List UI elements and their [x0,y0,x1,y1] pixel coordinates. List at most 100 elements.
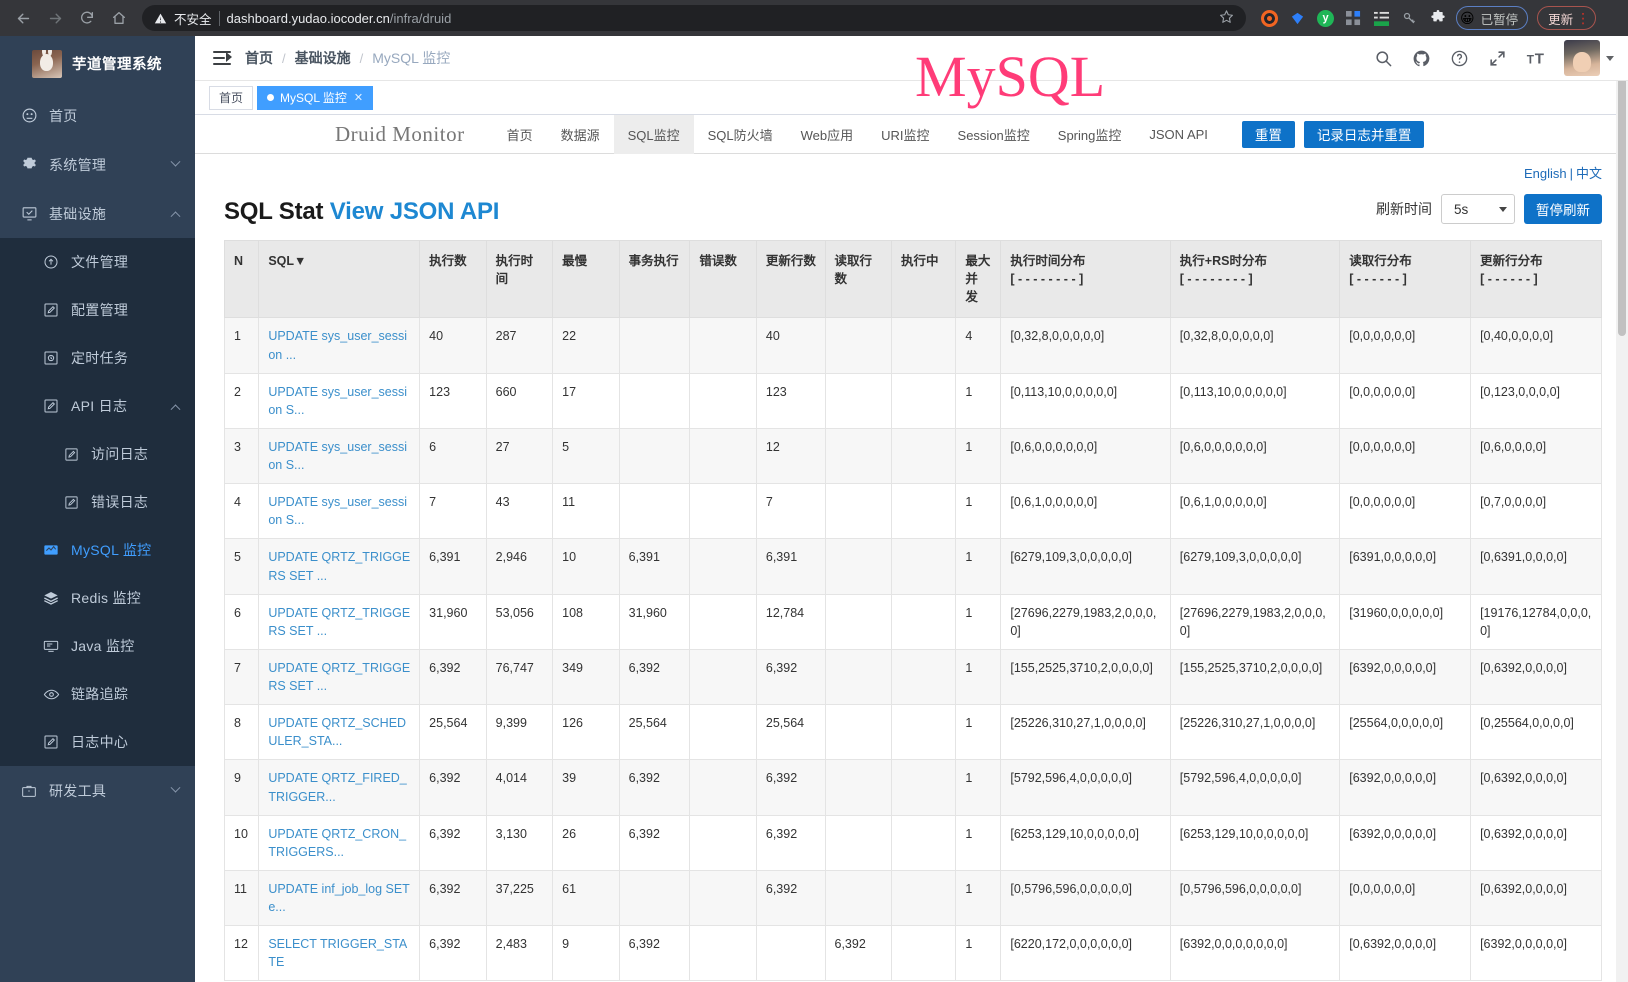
druid-nav-web-app[interactable]: Web应用 [800,127,854,143]
reload-icon[interactable] [72,3,102,33]
lang-chinese-link[interactable]: 中文 [1575,166,1602,181]
brand[interactable]: 芋道管理系统 [0,36,195,91]
key-extension-icon[interactable] [1400,9,1419,28]
sidebar-item-label: 配置管理 [71,302,129,318]
tab-mysql-monitor[interactable]: MySQL 监控 ✕ [257,85,374,110]
bookmark-star-icon[interactable] [1219,9,1234,28]
sidebar-item-config-manage[interactable]: 配置管理 [0,286,195,334]
pause-refresh-button[interactable]: 暂停刷新 [1524,194,1602,224]
back-arrow-icon[interactable] [8,3,38,33]
sidebar-item-devtools[interactable]: 研发工具 [0,766,195,815]
cell-tx-exec [618,372,691,429]
page-scrollbar[interactable] [1616,36,1628,982]
sidebar-item-file-manage[interactable]: 文件管理 [0,238,195,286]
sql-link[interactable]: UPDATE QRTZ_SCHEDULER_STA... [268,716,407,749]
grid-extension-icon[interactable] [1344,9,1363,28]
hamburger-collapse-icon[interactable] [213,51,232,65]
kebab-menu-icon[interactable]: ⋮ [1576,10,1591,26]
chevron-down-icon[interactable] [1606,55,1614,61]
help-circle-icon[interactable] [1450,49,1469,68]
th-read-rows[interactable]: 读取行数 [824,239,892,319]
breadcrumb-item-infra[interactable]: 基础设施 [294,50,351,66]
th-max-concurrent[interactable]: 最大并发 [955,239,1002,319]
sql-link[interactable]: UPDATE QRTZ_TRIGGERS SET ... [268,660,411,693]
sql-link[interactable]: UPDATE QRTZ_TRIGGERS SET ... [268,550,411,583]
sidebar-item-redis-monitor[interactable]: Redis 监控 [0,574,195,622]
th-sql[interactable]: SQL▼ [258,239,421,319]
cell-update-dist: [19176,12784,0,0,0,0] [1470,593,1602,650]
th-update-rows[interactable]: 更新行数 [755,239,826,319]
cell-exec-time: 9,399 [485,704,554,761]
sql-link[interactable]: UPDATE sys_user_session S... [268,495,408,528]
puzzle-extension-icon[interactable] [1428,9,1447,28]
avatar[interactable] [1564,40,1614,76]
lang-english-link[interactable]: English [1523,166,1567,181]
th-slowest[interactable]: 最慢 [552,239,620,319]
sql-link[interactable]: UPDATE inf_job_log SET e... [268,881,410,914]
view-json-api-link[interactable]: View JSON API [329,198,500,225]
druid-nav-uri-monitor[interactable]: URI监控 [881,127,930,143]
th-n[interactable]: N [223,239,260,319]
sql-link[interactable]: UPDATE QRTZ_CRON_TRIGGERS... [268,826,407,859]
fullscreen-icon[interactable] [1488,49,1507,68]
refresh-interval-select[interactable]: 5s [1441,194,1515,224]
sidebar-item-trace[interactable]: 链路追踪 [0,670,195,718]
sidebar-item-mysql-monitor[interactable]: MySQL 监控 [0,526,195,574]
profile-paused-pill[interactable]: 😀 已暂停 [1456,6,1529,30]
youdao-extension-icon[interactable]: y [1316,9,1335,28]
druid-nav-sql-monitor[interactable]: SQL监控 [613,115,694,154]
breadcrumb-item-home[interactable]: 首页 [245,50,273,66]
forward-arrow-icon[interactable] [40,3,70,33]
sidebar-item-infra[interactable]: 基础设施 [0,189,195,238]
sidebar-item-system[interactable]: 系统管理 [0,140,195,189]
druid-nav-sql-firewall[interactable]: SQL防火墙 [707,127,773,143]
chevron-down-icon [1499,206,1507,212]
cell-read-rows [824,593,892,650]
druid-nav-home[interactable]: 首页 [506,127,533,143]
scrollbar-thumb[interactable] [1618,36,1626,336]
th-time-dist[interactable]: 执行时间分布 [ - - - - - - - - ] [1000,239,1171,319]
th-read-dist[interactable]: 读取行分布 [ - - - - - - ] [1339,239,1472,319]
sql-link[interactable]: UPDATE QRTZ_FIRED_TRIGGER... [268,771,407,804]
search-icon[interactable] [1374,49,1393,68]
druid-nav-spring-monitor[interactable]: Spring监控 [1057,127,1122,143]
th-running[interactable]: 执行中 [890,239,957,319]
log-and-reset-button[interactable]: 记录日志并重置 [1303,120,1425,148]
sql-link[interactable]: UPDATE sys_user_session S... [268,384,408,417]
github-icon[interactable] [1412,49,1431,68]
sql-link[interactable]: UPDATE sys_user_session S... [268,439,408,472]
sidebar-item-java-monitor[interactable]: Java 监控 [0,622,195,670]
sidebar-item-error-log[interactable]: 错误日志 [0,478,195,526]
diamond-extension-icon[interactable] [1288,9,1307,28]
th-tx-exec[interactable]: 事务执行 [618,239,691,319]
update-pill[interactable]: 更新 ⋮ [1537,6,1597,30]
sidebar-item-home[interactable]: 首页 [0,91,195,140]
sidebar-item-log-center[interactable]: 日志中心 [0,718,195,766]
th-error-count[interactable]: 错误数 [689,239,757,319]
breadcrumb-separator: / [282,50,286,66]
sidebar-item-cron-job[interactable]: 定时任务 [0,334,195,382]
sql-link[interactable]: SELECT TRIGGER_STATE [268,937,408,970]
th-exec-time[interactable]: 执行时间 [485,239,554,319]
druid-nav-session-monitor[interactable]: Session监控 [957,127,1030,143]
sql-link[interactable]: UPDATE sys_user_session ... [268,329,408,362]
refresh-label: 刷新时间 [1376,201,1432,217]
address-bar[interactable]: 不安全 dashboard.yudao.iocoder.cn/infra/dru… [142,5,1246,31]
th-update-dist[interactable]: 更新行分布 [ - - - - - - ] [1470,239,1602,319]
reset-button[interactable]: 重置 [1241,120,1295,148]
th-exec-count[interactable]: 执行数 [419,239,487,319]
orange-circle-extension-icon[interactable] [1260,9,1279,28]
druid-nav-datasource[interactable]: 数据源 [560,127,600,143]
sidebar-item-api-log[interactable]: API 日志 [0,382,195,430]
close-icon[interactable]: ✕ [353,92,364,104]
home-icon[interactable] [104,3,134,33]
druid-nav-json-api[interactable]: JSON API [1149,126,1208,142]
druid-brand: Druid Monitor [335,121,465,146]
cell-exec-count: 6,392 [419,869,487,927]
tab-home[interactable]: 首页 [209,85,254,110]
sql-link[interactable]: UPDATE QRTZ_TRIGGERS SET ... [268,605,411,638]
th-rs-dist[interactable]: 执行+RS时分布 [ - - - - - - - - ] [1169,239,1341,319]
list-extension-icon[interactable] [1372,9,1391,28]
sidebar-item-access-log[interactable]: 访问日志 [0,430,195,478]
